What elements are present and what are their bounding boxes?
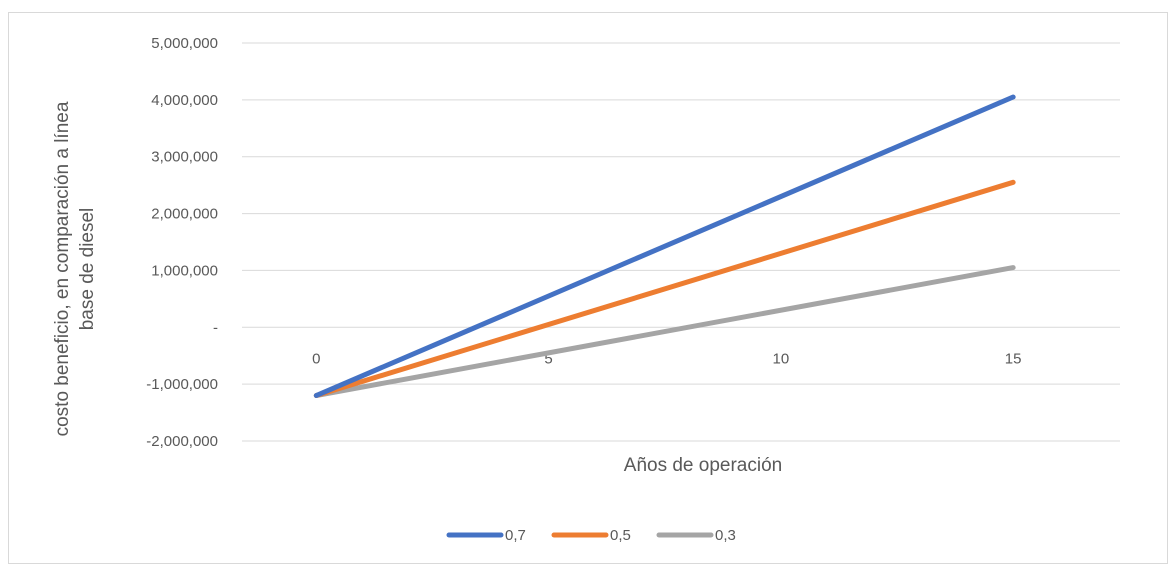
series-line-0-3	[313, 265, 1016, 399]
y-tick-label: 4,000,000	[151, 92, 218, 109]
chart-frame	[8, 12, 1168, 564]
legend-item: 0,7	[446, 527, 526, 544]
x-tick-label: 5	[544, 350, 552, 367]
y-axis-title-line-1: costo beneficio, en comparación a línea	[52, 101, 73, 436]
legend: 0,7 0,5 0,3	[446, 527, 736, 544]
x-tick-label: 15	[1005, 350, 1022, 367]
y-tick-label: 5,000,000	[151, 35, 218, 52]
x-tick-label: 0	[312, 350, 320, 367]
x-tick-label: 10	[773, 350, 790, 367]
y-axis-title: costo beneficio, en comparación a línea …	[52, 101, 98, 436]
series-line-0-5	[313, 179, 1016, 399]
x-axis-ticks: 0 5 10 15	[312, 350, 1021, 367]
y-tick-label: 3,000,000	[151, 149, 218, 166]
series-line-0-7	[313, 94, 1016, 399]
legend-item: 0,3	[656, 527, 736, 544]
y-tick-label: -	[213, 319, 218, 336]
y-tick-label: -1,000,000	[146, 376, 218, 393]
y-tick-label: 2,000,000	[151, 206, 218, 223]
x-axis-title: Años de operación	[624, 455, 782, 476]
y-tick-label: 1,000,000	[151, 262, 218, 279]
legend-item: 0,5	[551, 527, 631, 544]
y-tick-label: -2,000,000	[146, 433, 218, 450]
y-axis-title-line-2: base de diesel	[77, 208, 98, 331]
legend-label: 0,3	[715, 527, 736, 544]
y-axis-ticks: 5,000,000 4,000,000 3,000,000 2,000,000 1,00…	[146, 35, 218, 450]
legend-label: 0,7	[505, 527, 526, 544]
series-lines	[313, 94, 1016, 399]
legend-label: 0,5	[610, 527, 631, 544]
